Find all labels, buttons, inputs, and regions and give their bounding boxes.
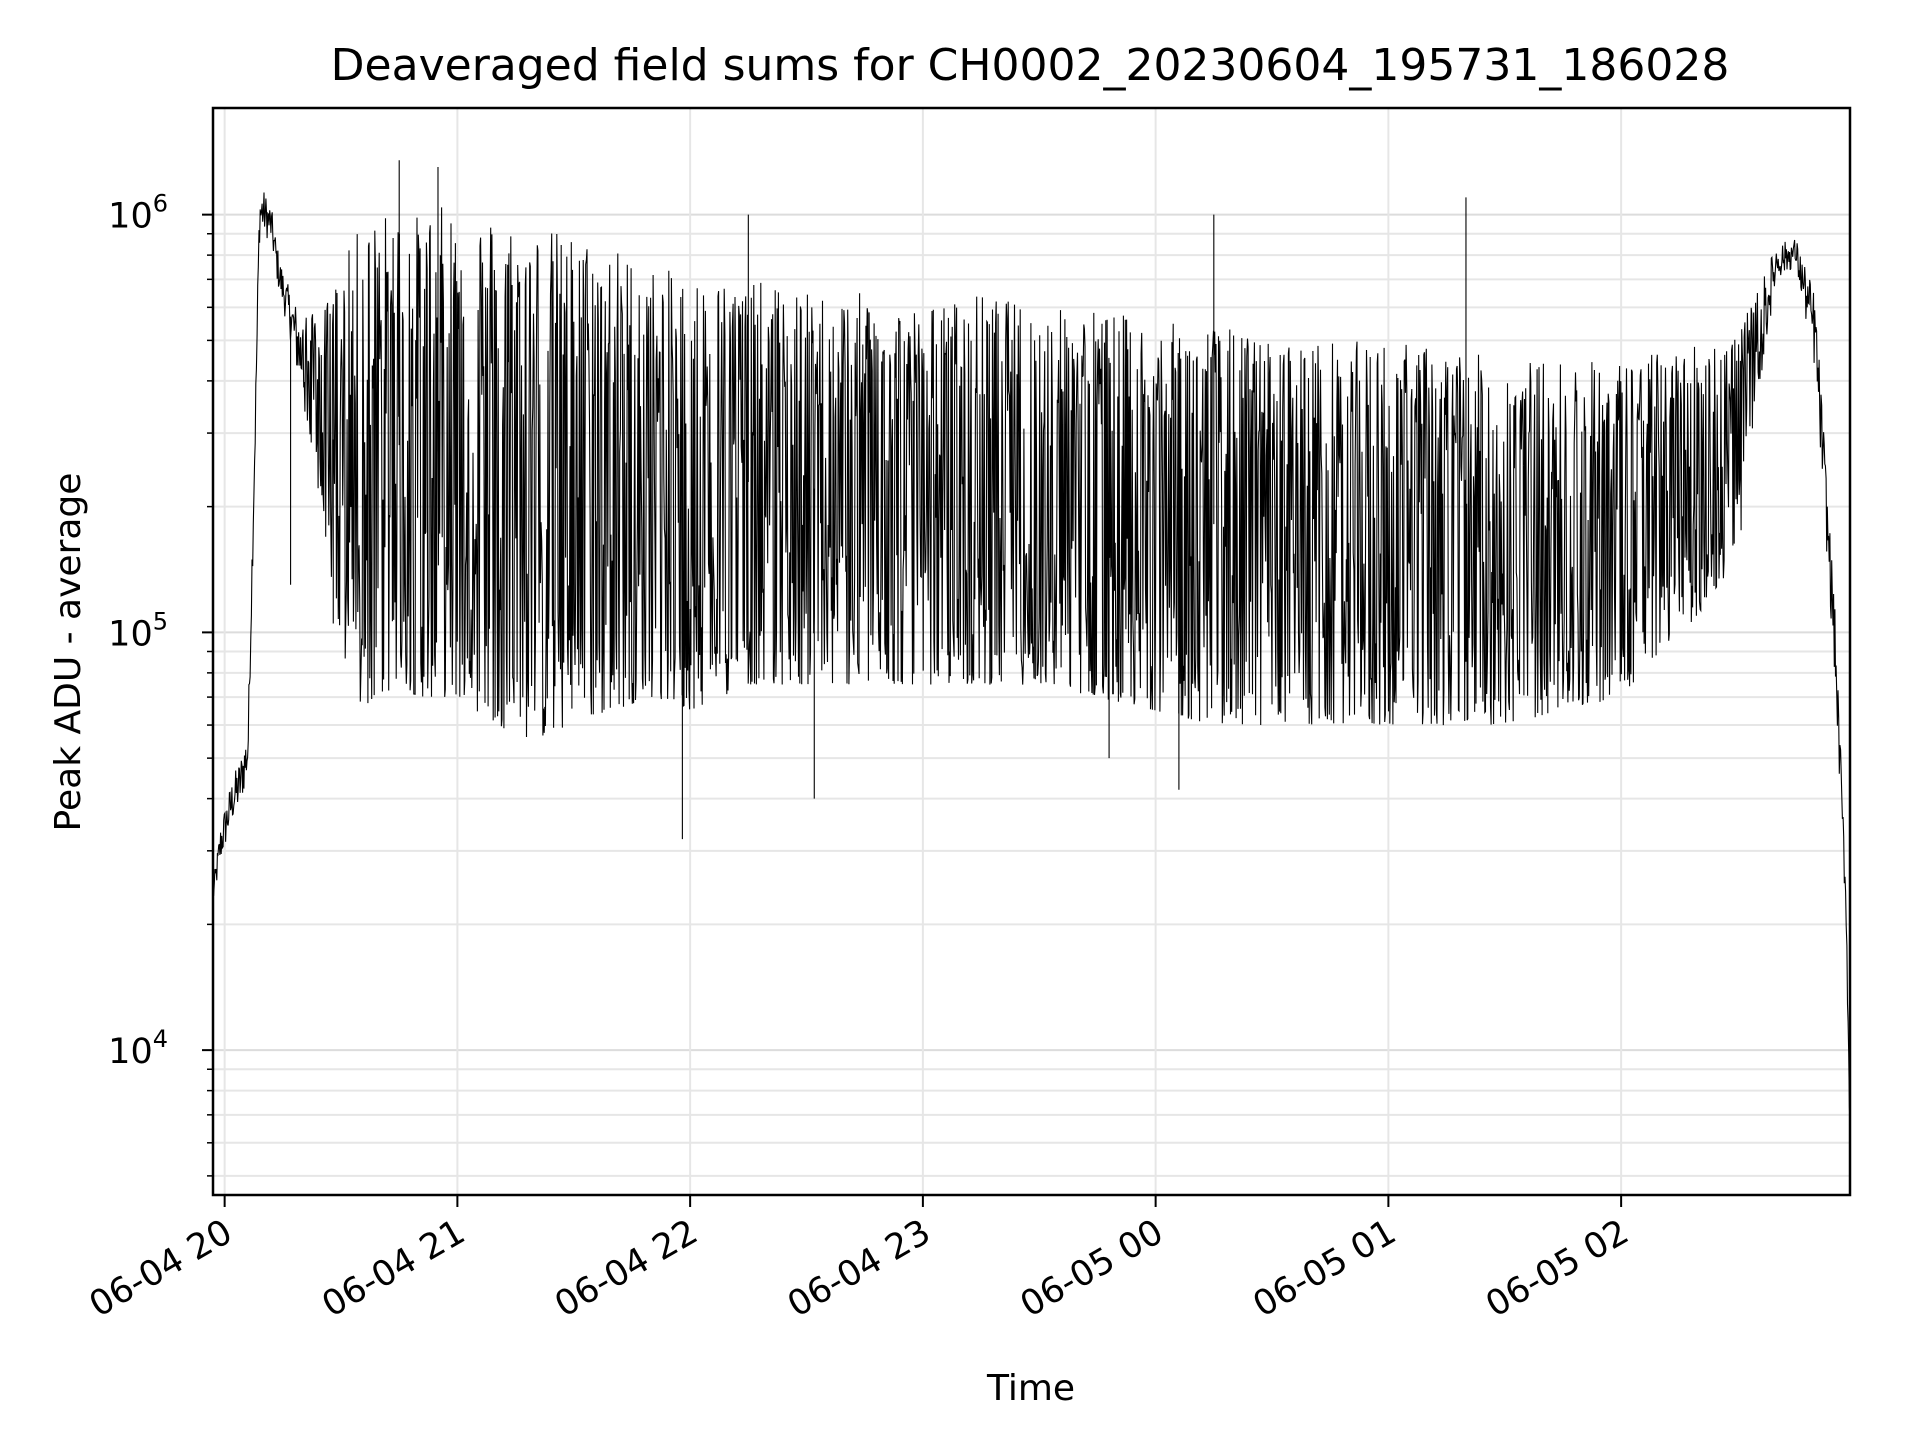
x-tick-label: 06-04 23 — [781, 1212, 937, 1325]
y-axis-label: Peak ADU - average — [48, 473, 89, 832]
x-tick-label: 06-04 21 — [316, 1212, 472, 1325]
chart-svg: Deaveraged field sums for CH0002_2023060… — [0, 0, 1920, 1440]
x-axis: 06-04 20 06-04 21 06-04 22 06-04 23 06-05 00… — [83, 1195, 1636, 1325]
x-tick-label: 06-05 02 — [1479, 1212, 1635, 1325]
y-tick-label: 104 — [108, 1025, 168, 1072]
x-tick-label: 06-05 00 — [1014, 1212, 1170, 1325]
x-tick-label: 06-04 22 — [548, 1212, 704, 1325]
series-line — [213, 193, 1850, 1126]
chart-title: Deaveraged field sums for CH0002_2023060… — [331, 40, 1730, 91]
chart-figure: Deaveraged field sums for CH0002_2023060… — [0, 0, 1920, 1440]
y-axis: 104 105 106 — [108, 190, 213, 1176]
y-tick-label: 105 — [108, 607, 168, 654]
grid-lines — [213, 108, 1850, 1195]
x-axis-label: Time — [986, 1368, 1075, 1409]
series-layer — [213, 160, 1850, 1125]
x-tick-label: 06-05 01 — [1247, 1212, 1403, 1325]
x-tick-label: 06-04 20 — [83, 1212, 239, 1325]
y-tick-label: 106 — [108, 190, 168, 237]
